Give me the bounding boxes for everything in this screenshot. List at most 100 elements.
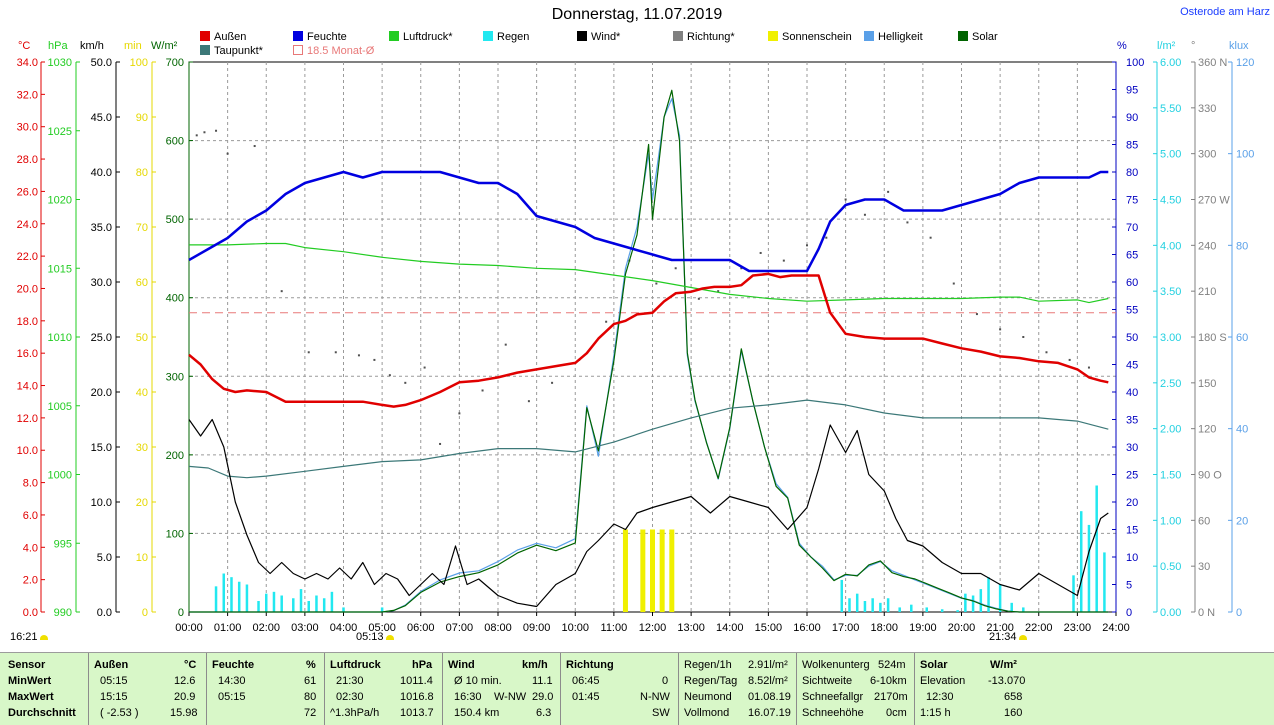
series-regen-bar (299, 589, 303, 612)
luftdruck-trend: ^1.3hPa/h (330, 707, 380, 719)
direction-axis-label: 240 (1198, 240, 1216, 252)
wind-unit: km/h (522, 659, 548, 671)
series-regen-bar (879, 602, 882, 612)
temp-axis-label: 22.0 (17, 251, 38, 263)
x-tick-label: 02:00 (252, 622, 280, 634)
legend-taupunkt: Taupunkt* (200, 45, 263, 57)
x-tick-label: 01:00 (214, 622, 242, 634)
weather-chart: 00:00 01:00 02:00 03:00 04:00 05:00 06:00 07:00… (17, 57, 1255, 634)
lux-axis-label: 40 (1236, 424, 1248, 436)
legend-monthly-mean: 18.5 Monat-Ø (293, 45, 374, 57)
richtung-min-time: 06:45 (572, 675, 600, 687)
x-tick-label: 23:00 (1064, 622, 1092, 634)
temp-axis-label: 2.0 (23, 575, 38, 587)
solar-axis-label: 200 (166, 450, 184, 462)
sichtweite-label: Sichtweite (802, 675, 853, 687)
row-label-min: MinWert (8, 675, 52, 687)
row-label-max: MaxWert (8, 691, 54, 703)
temp-axis-label: 20.0 (17, 283, 38, 295)
sun_min-axis-label: 40 (136, 387, 148, 399)
legend-solar: Solar (958, 31, 998, 43)
legend-richtung: Richtung* (673, 31, 735, 43)
wind-axis-label: 10.0 (91, 497, 112, 509)
series-regen-bar (292, 598, 295, 612)
solar-duration: 1:15 h (920, 707, 951, 719)
pressure-axis-header: hPa (48, 40, 68, 52)
sunrise-marker: 05:13 (356, 631, 394, 643)
series-richtung-point (280, 290, 283, 293)
x-tick-label: 19:00 (909, 622, 937, 634)
solar-axis-label: 700 (166, 57, 184, 69)
neumond-value: 01.08.19 (748, 691, 791, 703)
solar-unit: W/m² (990, 659, 1017, 671)
series-regen-bar (237, 581, 241, 612)
series-richtung-point (458, 412, 461, 415)
richtung-min-val: 0 (662, 675, 669, 687)
pressure-axis-label: 990 (54, 607, 72, 619)
series-richtung-point (334, 351, 337, 354)
schneehoehe-label: Schneehöhe (802, 707, 864, 719)
series-richtung-point (215, 129, 218, 132)
solar-axis-label: 400 (166, 293, 184, 305)
temp-axis-label: 16.0 (17, 348, 38, 360)
series-richtung-point (357, 354, 360, 357)
x-tick-label: 24:00 (1102, 622, 1130, 634)
series-sonnenschein-bar (650, 529, 655, 612)
regen-1h-value: 2.91l/m² (748, 659, 788, 671)
series-regen-bar (1087, 524, 1091, 612)
series-richtung-point (1022, 336, 1025, 338)
lux-axis-label: 100 (1236, 149, 1254, 161)
direction-axis-label: 360 N (1198, 57, 1227, 69)
wind-axis-label: 0.0 (97, 607, 112, 619)
lux-axis-label: 60 (1236, 332, 1248, 344)
lux-axis-label: 0 (1236, 607, 1242, 619)
temp-axis-label: 28.0 (17, 154, 38, 166)
wolkenunterg-value: 524m (878, 659, 906, 671)
row-label-sensor: Sensor (8, 659, 46, 671)
humidity-axis-label: 20 (1126, 497, 1138, 509)
x-tick-label: 14:00 (716, 622, 744, 634)
series-richtung-point (605, 320, 608, 323)
x-tick-label: 10:00 (561, 622, 589, 634)
lux-axis-label: 120 (1236, 57, 1254, 69)
wind-axis-label: 30.0 (91, 277, 112, 289)
series-richtung-point (226, 152, 229, 155)
solar-axis-label: 300 (166, 371, 184, 383)
series-richtung-point (1068, 358, 1071, 361)
x-tick-label: 20:00 (948, 622, 976, 634)
x-tick-label: 12:00 (639, 622, 667, 634)
temp-axis-label: 24.0 (17, 219, 38, 231)
series-richtung-point (697, 297, 700, 300)
lux-axis-label: 20 (1236, 515, 1248, 527)
feuchte-max-val: 80 (304, 691, 317, 703)
direction-axis-label: 0 N (1198, 607, 1215, 619)
series-regen-bar (956, 610, 959, 612)
rain-axis-label: 0.00 (1160, 607, 1181, 619)
wind-head: Wind (448, 659, 475, 671)
schneehoehe-value: 0cm (886, 707, 907, 719)
x-tick-label: 07:00 (446, 622, 474, 634)
location-label: Osterode am Harz (1180, 6, 1270, 18)
humidity-axis-label: 95 (1126, 85, 1138, 97)
temp-axis-label: 30.0 (17, 122, 38, 134)
sun_min-axis-label: 70 (136, 222, 148, 234)
series-richtung-point (404, 381, 407, 384)
pressure-axis-label: 1030 (48, 57, 72, 69)
rain-axis-label: 2.00 (1160, 424, 1181, 436)
direction-axis-label: 150 (1198, 378, 1216, 390)
humidity-axis-label: 15 (1126, 525, 1138, 537)
feuchte-min-time: 14:30 (218, 675, 246, 687)
series-richtung-point (527, 400, 530, 403)
sunset-icon (1018, 635, 1027, 640)
rain-axis-label: 6.00 (1160, 57, 1181, 69)
series-richtung-point (825, 236, 828, 239)
series-regen-bar (964, 593, 967, 612)
legend-wind: Wind* (577, 31, 620, 43)
wind-avg10-label: Ø 10 min. (454, 675, 502, 687)
solar-axis-label: 600 (166, 136, 184, 148)
sun_min-axis-label: 90 (136, 112, 148, 124)
humidity-axis-label: 40 (1126, 387, 1138, 399)
x-tick-label: 04:00 (330, 622, 358, 634)
temp-axis-label: 0.0 (23, 607, 38, 619)
series-regen-bar (322, 598, 326, 612)
